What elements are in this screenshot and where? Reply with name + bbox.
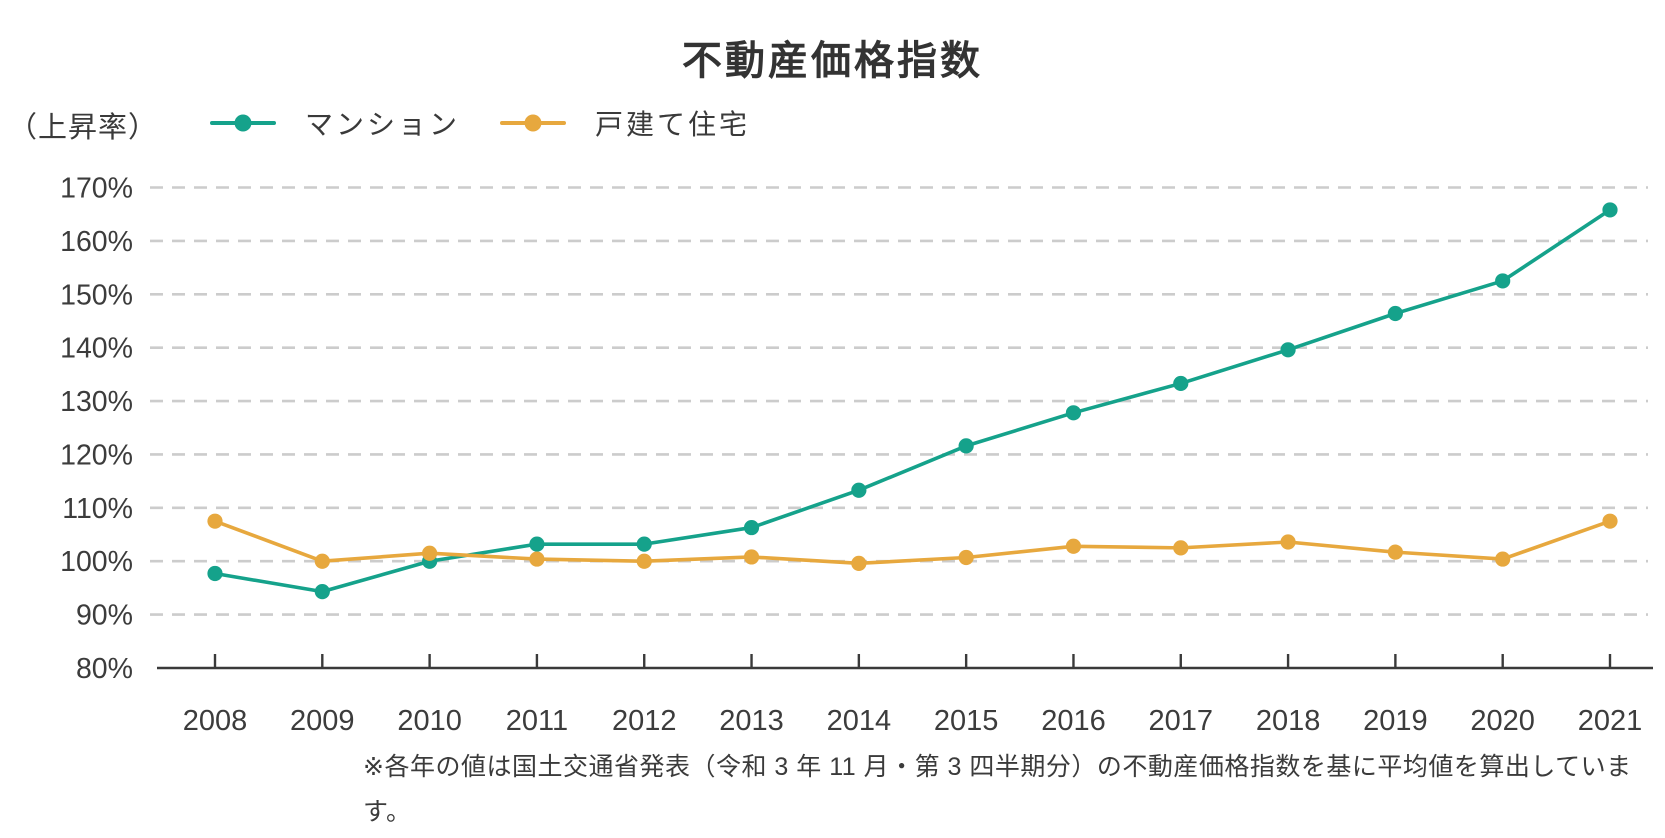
data-point-marker-マンション (529, 536, 545, 552)
y-axis-tick-label: 160% (60, 226, 133, 258)
y-axis-tick-label: 110% (62, 493, 133, 525)
data-point-marker-戸建て住宅 (1173, 540, 1189, 556)
y-axis-tick-label: 130% (60, 386, 133, 418)
y-axis-unit-label: （上昇率） (8, 112, 159, 144)
data-point-marker-マンション (1495, 273, 1511, 289)
data-point-marker-マンション (958, 438, 974, 454)
data-point-marker-戸建て住宅 (529, 551, 545, 567)
y-axis-tick-label: 100% (60, 546, 133, 578)
legend-dot-icon (234, 114, 252, 132)
data-point-marker-マンション (1280, 342, 1296, 358)
x-axis-tick-label: 2010 (397, 705, 462, 737)
y-axis-tick-label: 90% (76, 600, 133, 632)
data-point-marker-戸建て住宅 (1495, 551, 1511, 567)
data-point-marker-戸建て住宅 (1387, 544, 1403, 560)
data-point-marker-戸建て住宅 (207, 513, 223, 529)
data-point-marker-戸建て住宅 (314, 553, 330, 569)
x-axis-tick-label: 2019 (1363, 705, 1428, 737)
chart-title: 不動産価格指数 (682, 39, 983, 83)
legend-item-mansion: マンション (210, 104, 460, 142)
y-axis-tick-label: 140% (60, 333, 133, 365)
x-axis-tick-label: 2008 (183, 705, 248, 737)
series-line-戸建て住宅 (213, 519, 1612, 566)
y-axis-tick-label: 150% (60, 279, 133, 311)
footnote-line-1: ※各年の値は国土交通省発表（令和 3 年 11 月・第 3 四半期分）の不動産価… (363, 753, 1632, 826)
legend-dot-icon (524, 114, 542, 132)
legend-swatch-house (500, 114, 566, 132)
data-point-marker-マンション (743, 519, 760, 536)
data-point-marker-戸建て住宅 (636, 553, 652, 569)
data-point-marker-マンション (851, 482, 867, 498)
x-axis-tick-label: 2017 (1149, 705, 1214, 737)
data-point-marker-マンション (207, 565, 223, 582)
x-axis-tick-label: 2013 (719, 705, 784, 737)
y-axis-tick-label: 80% (76, 653, 133, 685)
x-axis-tick-label: 2021 (1578, 705, 1643, 737)
legend-item-house: 戸建て住宅 (500, 104, 750, 142)
x-axis-tick-label: 2012 (612, 705, 677, 737)
data-point-marker-マンション (1387, 305, 1403, 322)
data-point-marker-戸建て住宅 (422, 545, 438, 561)
legend-label-mansion: マンション (305, 109, 461, 140)
data-point-marker-戸建て住宅 (743, 549, 760, 565)
data-point-marker-戸建て住宅 (851, 555, 867, 571)
y-axis-tick-label: 170% (60, 173, 133, 205)
data-point-marker-戸建て住宅 (958, 549, 974, 566)
data-point-marker-戸建て住宅 (1065, 538, 1082, 554)
data-point-marker-マンション (1065, 405, 1082, 421)
x-axis-tick-label: 2015 (934, 705, 999, 737)
data-point-marker-戸建て住宅 (1602, 513, 1618, 529)
data-point-marker-マンション (636, 536, 652, 552)
x-axis-tick-label: 2011 (506, 705, 568, 737)
y-axis-tick-label: 120% (60, 439, 133, 471)
data-point-marker-マンション (314, 584, 330, 600)
data-point-marker-マンション (1602, 202, 1618, 218)
x-axis-tick-label: 2009 (290, 705, 355, 737)
x-axis-tick-label: 2018 (1256, 705, 1321, 737)
data-point-marker-戸建て住宅 (1280, 534, 1296, 550)
legend-label-house: 戸建て住宅 (595, 109, 751, 140)
x-axis-tick-label: 2014 (827, 705, 892, 737)
x-axis-tick-label: 2020 (1470, 705, 1535, 737)
data-point-marker-マンション (1173, 375, 1189, 392)
x-axis-tick-label: 2016 (1041, 705, 1106, 737)
footnotes: ※各年の値は国土交通省発表（令和 3 年 11 月・第 3 四半期分）の不動産価… (363, 745, 1665, 838)
legend-swatch-mansion (210, 114, 276, 132)
series-line-マンション (213, 208, 1612, 594)
